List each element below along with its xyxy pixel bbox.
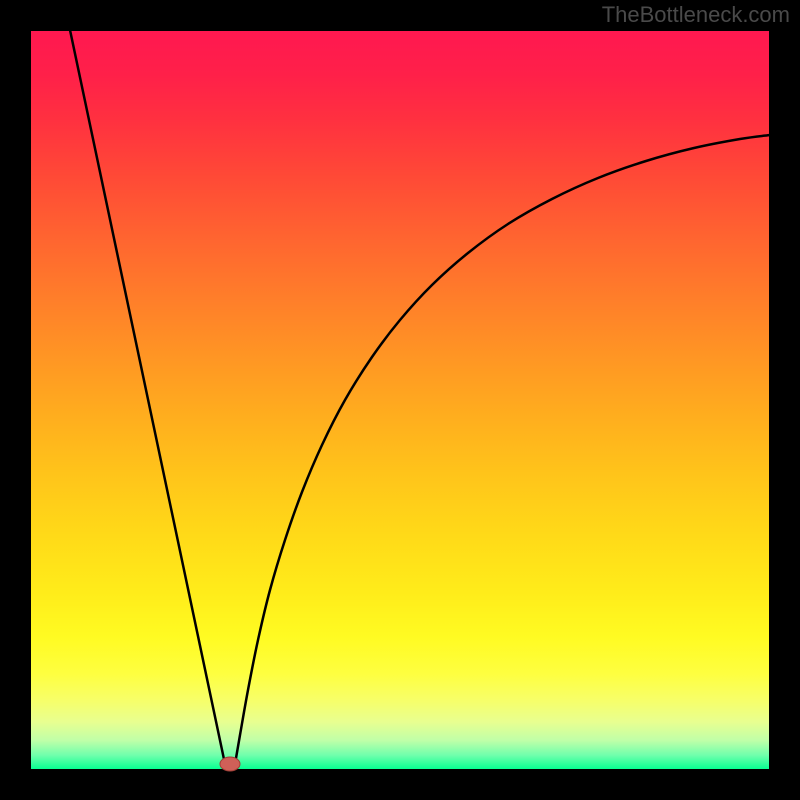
chart-container: { "canvas": { "width": 800, "height": 80… <box>0 0 800 800</box>
plot-background <box>30 30 770 770</box>
optimal-point-marker <box>220 757 240 771</box>
watermark-text: TheBottleneck.com <box>602 2 790 28</box>
bottleneck-chart <box>0 0 800 800</box>
